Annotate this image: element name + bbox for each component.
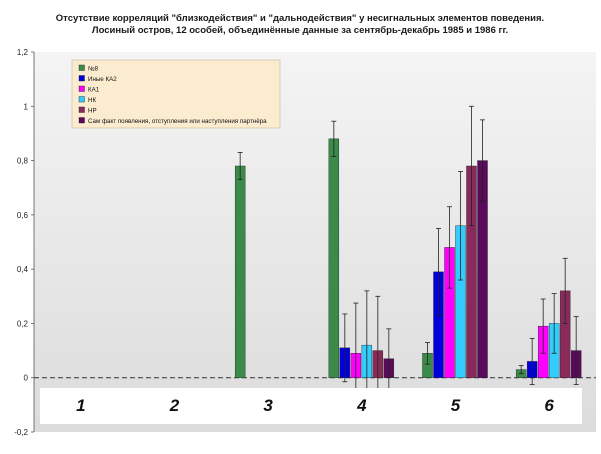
y-tick-label: 0,2 <box>17 319 29 328</box>
chart-title-line2: Лосиный остров, 12 особей, объединённые … <box>92 25 508 36</box>
legend-label: НК <box>88 97 96 104</box>
legend-swatch <box>78 85 85 92</box>
legend-swatch <box>78 106 85 113</box>
group-label-band <box>40 388 582 424</box>
legend-label: КА1 <box>88 87 100 94</box>
y-tick-label: 1,2 <box>17 48 29 57</box>
legend-label: Сам факт появления, отступления или наст… <box>88 118 267 125</box>
legend-label: НР <box>88 108 97 115</box>
y-tick-label: 0,8 <box>17 157 29 166</box>
legend-swatch <box>78 96 85 103</box>
legend-swatch <box>78 64 85 71</box>
legend-label: Иные КА2 <box>88 76 117 83</box>
legend-swatch <box>78 117 85 124</box>
y-tick-label: 1 <box>24 102 29 111</box>
group-label: 5 <box>451 396 461 415</box>
legend: №8 Иные КА2 КА1 НК НР Сам факт появления, отс… <box>78 64 267 125</box>
y-tick-label: -0,2 <box>14 428 28 437</box>
group-label: 6 <box>544 396 554 415</box>
legend-swatch <box>78 75 85 82</box>
legend-label: №8 <box>88 66 99 73</box>
bar <box>328 138 340 378</box>
legend-box <box>71 59 281 129</box>
group-label: 4 <box>356 396 367 415</box>
y-tick-label: 0 <box>24 374 29 383</box>
chart-title-line1: Отсутствие корреляций "близкодействия" и… <box>56 13 544 24</box>
group-label: 1 <box>76 396 85 415</box>
chart-marks: -0,2 0 0,2 0,4 0,6 0,8 1 1,2 1 2 3 4 5 6 <box>14 48 596 437</box>
y-tick-label: 0,4 <box>17 265 29 274</box>
bar <box>234 165 246 378</box>
group-label: 2 <box>169 396 180 415</box>
y-tick-label: 0,6 <box>17 211 29 220</box>
group-label: 3 <box>263 396 273 415</box>
